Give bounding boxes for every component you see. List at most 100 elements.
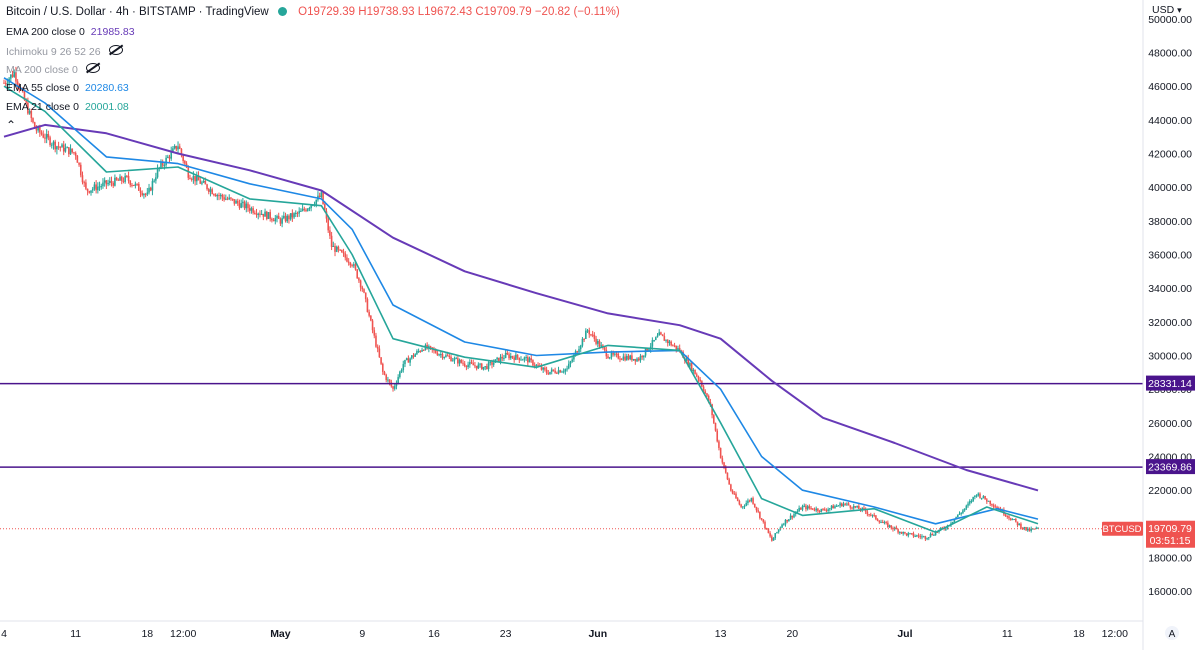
candle-body	[550, 369, 553, 372]
candle	[358, 277, 360, 283]
candle-body	[243, 201, 246, 209]
candle	[376, 344, 379, 353]
candle-body	[3, 82, 5, 84]
candle	[380, 357, 382, 366]
candle	[1033, 528, 1036, 530]
candle-body	[204, 181, 207, 185]
candle-body	[965, 505, 968, 509]
candle-body	[496, 357, 498, 360]
candle	[823, 507, 826, 511]
candle-body	[173, 145, 176, 149]
currency-selector[interactable]: USD ▾	[1152, 4, 1182, 16]
last-price-badge: 19709.79	[1148, 523, 1192, 535]
candle-body	[453, 358, 456, 361]
interval-label[interactable]: 4h	[115, 6, 129, 18]
candle-body	[547, 373, 550, 375]
candle-body	[373, 330, 376, 336]
candle	[146, 187, 149, 197]
candle	[719, 447, 722, 459]
x-tick-label: Jun	[588, 628, 607, 640]
candle-body	[480, 363, 483, 370]
candle	[392, 385, 394, 392]
symbol-title[interactable]: Bitcoin / U.S. Dollar	[6, 6, 106, 18]
candle-body	[363, 289, 365, 293]
candle-body	[750, 498, 753, 501]
indicator-row[interactable]: EMA 21 close 0 20001.08	[6, 101, 129, 113]
candle-body	[624, 356, 626, 361]
candle-body	[323, 204, 326, 212]
indicator-row[interactable]: Ichimoku 9 26 52 26	[6, 44, 123, 58]
candle-body	[697, 376, 700, 380]
candle	[837, 504, 840, 507]
candle	[639, 353, 642, 363]
candle-body	[878, 520, 881, 523]
indicator-row[interactable]: EMA 55 close 0 20280.63	[6, 82, 129, 94]
y-tick-label: 22000.00	[1148, 485, 1192, 497]
candle	[765, 527, 768, 530]
candle-body	[467, 364, 469, 368]
candle-body	[839, 503, 841, 506]
candle-body	[294, 212, 297, 214]
candle-body	[88, 191, 91, 193]
candle	[364, 292, 367, 303]
candle	[883, 520, 886, 525]
candle	[718, 439, 720, 451]
eye-hidden-icon[interactable]	[85, 63, 100, 74]
candle-body	[762, 519, 765, 522]
candle-body	[535, 364, 538, 366]
candle-body	[102, 182, 104, 187]
candle	[252, 206, 254, 215]
candle	[339, 249, 341, 251]
candle-body	[248, 208, 251, 211]
candle-body	[525, 357, 527, 359]
candle-body	[989, 500, 992, 505]
candle	[721, 455, 724, 465]
candle	[177, 141, 179, 154]
candle	[977, 492, 980, 497]
candle-body	[107, 182, 109, 185]
candle	[294, 210, 297, 217]
candle	[335, 245, 338, 253]
indicator-row[interactable]: MA 200 close 0	[6, 63, 100, 76]
candle-body	[83, 182, 85, 184]
collapse-legend-button[interactable]: ⌃	[6, 118, 16, 132]
candle	[984, 495, 986, 500]
candle-body	[900, 531, 903, 534]
candle-body	[523, 357, 526, 360]
candle-body	[939, 527, 942, 530]
candle	[291, 209, 294, 222]
candle	[308, 206, 311, 212]
candle-body	[451, 360, 454, 362]
candle-body	[358, 278, 360, 281]
upper-line-badge-bg	[1146, 375, 1195, 391]
candle	[451, 357, 454, 362]
series-line	[3, 77, 1039, 525]
candle-body	[310, 205, 312, 209]
candle	[310, 204, 312, 212]
candle	[129, 180, 132, 188]
candle	[279, 217, 282, 226]
candle-body	[873, 514, 875, 516]
candle	[265, 210, 268, 221]
candle	[564, 368, 567, 375]
indicator-row[interactable]: EMA 200 close 0 21985.83	[6, 26, 135, 38]
candle	[788, 518, 790, 522]
candle	[670, 340, 672, 347]
candle-body	[846, 503, 848, 505]
auto-scale-button[interactable]: A	[1165, 626, 1179, 640]
candle	[902, 531, 905, 536]
eye-hidden-icon[interactable]	[108, 44, 123, 55]
candle	[189, 174, 191, 180]
candle	[52, 140, 55, 150]
candle-body	[1015, 519, 1017, 522]
candle-body	[764, 521, 766, 529]
candle	[537, 362, 539, 367]
candle	[218, 192, 220, 201]
candle-body	[801, 506, 804, 510]
candle-body	[721, 458, 724, 463]
candle	[264, 208, 266, 217]
candle-body	[81, 175, 84, 183]
candle-body	[767, 528, 770, 534]
market-status-icon	[277, 7, 287, 16]
